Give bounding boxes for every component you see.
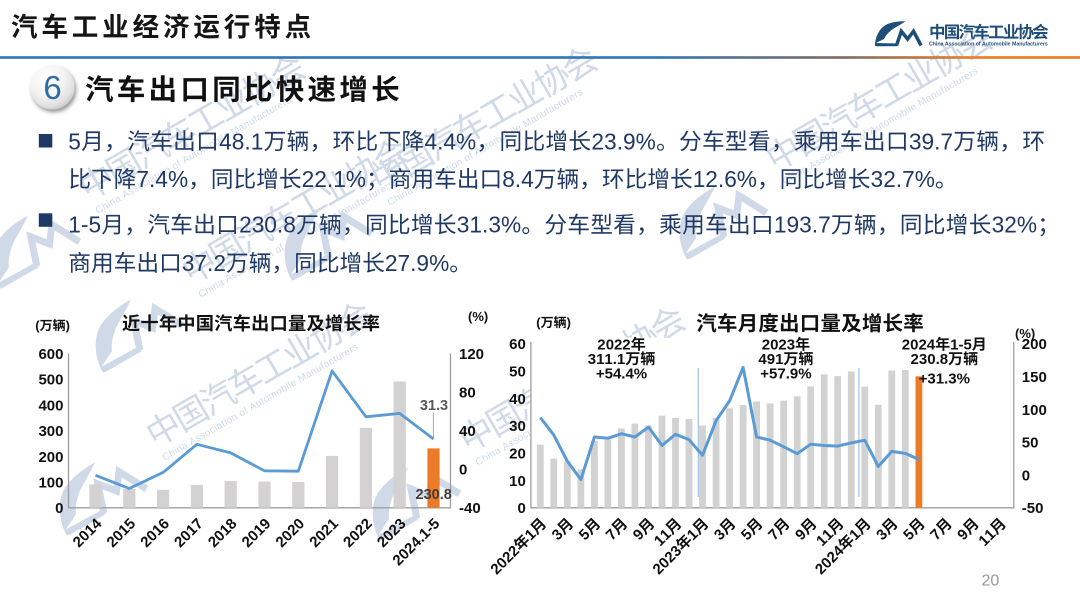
svg-text:10: 10	[509, 473, 526, 490]
svg-text:0: 0	[1022, 467, 1030, 484]
svg-text:7.4%: 7.4%	[136, 166, 188, 192]
svg-text:31.3%: 31.3%	[457, 212, 521, 238]
svg-text:193.7: 193.7	[774, 212, 831, 238]
svg-text:491: 491	[758, 351, 783, 368]
svg-text:100: 100	[38, 475, 63, 492]
svg-text:(%): (%)	[1015, 326, 1035, 341]
svg-text:(%): (%)	[468, 309, 488, 324]
svg-text:0: 0	[55, 500, 63, 517]
svg-text:60: 60	[509, 336, 526, 353]
svg-text:230.8: 230.8	[239, 212, 296, 238]
svg-text:40: 40	[459, 423, 476, 440]
svg-text:50: 50	[1022, 435, 1039, 452]
svg-text:200: 200	[1022, 336, 1047, 353]
svg-text:): )	[66, 318, 70, 333]
svg-text:4.4%: 4.4%	[425, 128, 477, 154]
svg-text:200: 200	[38, 449, 63, 466]
svg-text:230.8: 230.8	[911, 351, 949, 368]
svg-text:+54.4%: +54.4%	[596, 366, 647, 383]
svg-text:31.3: 31.3	[420, 398, 448, 414]
svg-text:+57.9%: +57.9%	[760, 366, 811, 383]
svg-text:150: 150	[1022, 369, 1047, 386]
svg-text:27.9%: 27.9%	[385, 250, 449, 276]
svg-text:2023: 2023	[762, 337, 795, 354]
svg-text:+31.3%: +31.3%	[919, 371, 970, 388]
svg-text:39.7: 39.7	[909, 128, 953, 154]
svg-text:12.6%: 12.6%	[693, 166, 757, 192]
svg-text:20: 20	[982, 573, 1000, 590]
svg-text:1-5: 1-5	[68, 212, 101, 238]
svg-text:80: 80	[459, 385, 476, 402]
svg-text:-50: -50	[1022, 500, 1044, 517]
svg-text:30: 30	[509, 418, 526, 435]
svg-text:6: 6	[43, 69, 61, 106]
svg-text:48.1: 48.1	[219, 128, 263, 154]
svg-text:50: 50	[509, 364, 526, 381]
svg-text:(: (	[536, 315, 541, 330]
svg-text:32.7%: 32.7%	[871, 166, 935, 192]
svg-text:): )	[567, 315, 571, 330]
svg-text:600: 600	[38, 346, 63, 363]
svg-text:311.1: 311.1	[588, 351, 626, 368]
svg-text:500: 500	[38, 372, 63, 389]
svg-text:37.2: 37.2	[182, 250, 226, 276]
svg-text:(: (	[35, 318, 40, 333]
svg-text:120: 120	[459, 346, 484, 363]
svg-text:-40: -40	[459, 500, 481, 517]
svg-text:8.4: 8.4	[502, 166, 534, 192]
svg-text:0: 0	[517, 500, 525, 517]
svg-text:1-5: 1-5	[950, 337, 972, 354]
svg-text:5: 5	[68, 128, 81, 154]
svg-text:China Association of Automobil: China Association of Automobile Manufact…	[929, 42, 1048, 48]
svg-text:230.8: 230.8	[416, 487, 452, 503]
svg-text:20: 20	[509, 446, 526, 463]
svg-text:40: 40	[509, 391, 526, 408]
svg-text:100: 100	[1022, 402, 1047, 419]
svg-text:2024: 2024	[902, 337, 936, 354]
svg-text:23.9%: 23.9%	[591, 128, 655, 154]
svg-text:300: 300	[38, 423, 63, 440]
svg-text:32%: 32%	[992, 212, 1037, 238]
svg-text:400: 400	[38, 397, 63, 414]
svg-text:22.1%: 22.1%	[302, 166, 366, 192]
svg-text:2022: 2022	[597, 337, 630, 354]
svg-text:0: 0	[459, 462, 467, 479]
